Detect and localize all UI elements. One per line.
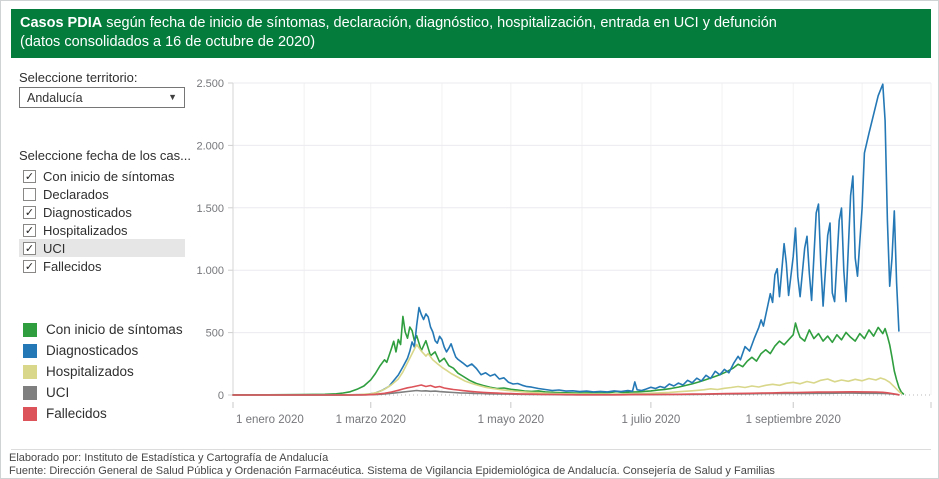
- legend-swatch-green: [23, 322, 37, 337]
- legend-item-fallecidos[interactable]: Fallecidos: [23, 403, 183, 424]
- checkbox-declarados[interactable]: Declarados: [19, 185, 185, 203]
- checkbox-icon[interactable]: ✓: [23, 205, 36, 219]
- checkbox-label: Fallecidos: [43, 258, 102, 274]
- report-title-bold: Casos PDIA: [20, 15, 103, 31]
- footer-divider: [11, 449, 931, 450]
- checkbox-fallecidos[interactable]: ✓ Fallecidos: [19, 257, 185, 275]
- chevron-down-icon: ▼: [168, 92, 177, 102]
- checkbox-label: UCI: [43, 240, 66, 256]
- checkbox-label: Con inicio de síntomas: [43, 168, 175, 184]
- territory-dropdown[interactable]: Andalucía ▼: [19, 87, 185, 108]
- series-fallecidos[interactable]: [232, 384, 900, 396]
- checkbox-icon[interactable]: ✓: [23, 241, 36, 255]
- svg-text:500: 500: [206, 328, 224, 340]
- checkbox-hospitalizados[interactable]: ✓ Hospitalizados: [19, 221, 185, 239]
- legend-label: Con inicio de síntomas: [46, 322, 183, 337]
- legend-swatch-gray: [23, 385, 37, 400]
- legend-item-con-inicio-de-sintomas[interactable]: Con inicio de síntomas: [23, 319, 183, 340]
- legend-swatch-red: [23, 406, 37, 421]
- svg-text:1 septiembre 2020: 1 septiembre 2020: [746, 414, 841, 426]
- date-slicer-label: Seleccione fecha de los cas...: [19, 148, 191, 163]
- legend-label: UCI: [46, 385, 70, 400]
- chart-legend: Con inicio de síntomas Diagnosticados Ho…: [23, 319, 183, 424]
- legend-label: Diagnosticados: [46, 343, 139, 358]
- header-banner: Casos PDIA según fecha de inicio de sínt…: [11, 9, 931, 58]
- checkbox-label: Declarados: [43, 186, 109, 202]
- footer-elaborado-por: Elaborado por: Instituto de Estadística …: [9, 452, 329, 464]
- series-diagnosticados[interactable]: [232, 83, 900, 396]
- svg-text:2.000: 2.000: [196, 140, 224, 152]
- svg-text:1 marzo 2020: 1 marzo 2020: [336, 414, 406, 426]
- checkbox-icon[interactable]: ✓: [23, 169, 36, 183]
- legend-item-hospitalizados[interactable]: Hospitalizados: [23, 361, 183, 382]
- legend-item-uci[interactable]: UCI: [23, 382, 183, 403]
- report-subtitle: (datos consolidados a 16 de octubre de 2…: [20, 34, 316, 50]
- checkbox-con-inicio-de-sintomas[interactable]: ✓ Con inicio de síntomas: [19, 167, 185, 185]
- series-con-inicio-de-sintomas[interactable]: [232, 315, 905, 396]
- svg-text:1.500: 1.500: [196, 203, 224, 215]
- svg-text:1.000: 1.000: [196, 265, 224, 277]
- svg-text:1 mayo 2020: 1 mayo 2020: [478, 414, 545, 426]
- checkbox-label: Hospitalizados: [43, 222, 128, 238]
- svg-text:2.500: 2.500: [196, 78, 224, 90]
- legend-item-diagnosticados[interactable]: Diagnosticados: [23, 340, 183, 361]
- legend-swatch-khaki: [23, 364, 37, 379]
- checkbox-icon[interactable]: [23, 187, 36, 201]
- checkbox-icon[interactable]: ✓: [23, 223, 36, 237]
- report-title-rest: según fecha de inicio de síntomas, decla…: [102, 15, 777, 31]
- checkbox-diagnosticados[interactable]: ✓ Diagnosticados: [19, 203, 185, 221]
- territory-slicer-label: Seleccione territorio:: [19, 70, 138, 85]
- checkbox-uci[interactable]: ✓ UCI: [19, 239, 185, 257]
- footer-fuente: Fuente: Dirección General de Salud Públi…: [9, 465, 775, 477]
- legend-label: Fallecidos: [46, 406, 107, 421]
- date-type-checkbox-list: ✓ Con inicio de síntomas Declarados ✓ Diag…: [19, 167, 185, 275]
- svg-text:1 julio 2020: 1 julio 2020: [621, 414, 680, 426]
- legend-swatch-blue: [23, 343, 37, 358]
- svg-text:1 enero 2020: 1 enero 2020: [236, 414, 304, 426]
- series-hospitalizados[interactable]: [232, 343, 903, 396]
- svg-text:0: 0: [218, 390, 224, 402]
- legend-label: Hospitalizados: [46, 364, 134, 379]
- checkbox-icon[interactable]: ✓: [23, 259, 36, 273]
- territory-dropdown-value: Andalucía: [27, 90, 83, 105]
- checkbox-label: Diagnosticados: [43, 204, 132, 220]
